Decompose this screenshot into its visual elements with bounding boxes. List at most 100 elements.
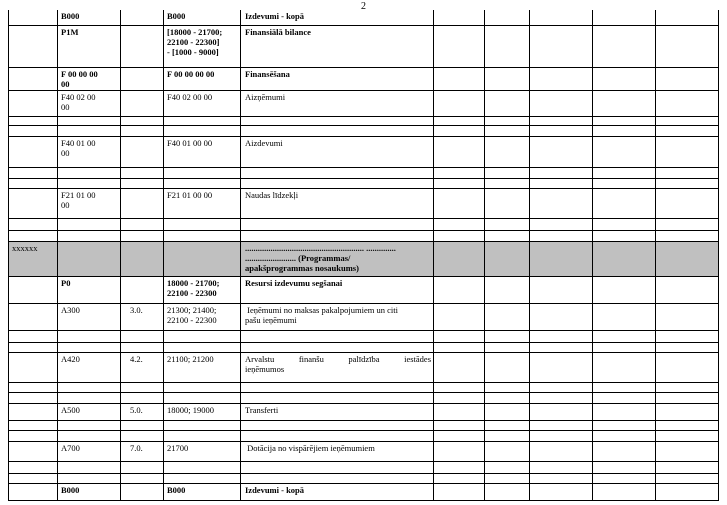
cell-r3-c0 [8, 66, 58, 91]
cell-r8-c3 [163, 166, 241, 179]
cell-r2-c5 [433, 24, 485, 68]
cell-r12-c9 [655, 229, 719, 242]
cell-r16-c2 [120, 329, 164, 343]
cell-r20-c8 [592, 391, 656, 404]
cell-r25-c2 [120, 460, 164, 474]
cell-r10-c4: Naudas līdzekļi [240, 187, 434, 219]
cell-r25-c0 [8, 460, 58, 474]
cell-r11-c9 [655, 217, 719, 231]
table-row [8, 329, 719, 343]
cell-r24-c0 [8, 440, 58, 462]
cell-r27-c0 [8, 482, 58, 501]
cell-r12-c5 [433, 229, 485, 242]
cell-r10-c2 [120, 187, 164, 219]
cell-r10-c3: F21 01 00 00 [163, 187, 241, 219]
cell-r23-c2 [120, 429, 164, 442]
cell-r22-c3 [163, 419, 241, 431]
cell-r8-c0 [8, 166, 58, 179]
cell-r8-c1 [57, 166, 121, 179]
cell-r17-c7 [529, 341, 593, 353]
cell-r6-c5 [433, 124, 485, 137]
cell-r9-c9 [655, 177, 719, 189]
cell-r25-c3 [163, 460, 241, 474]
cell-r14-c6 [484, 275, 530, 304]
cell-r23-c5 [433, 429, 485, 442]
cell-r5-c3 [163, 115, 241, 126]
cell-r22-c1 [57, 419, 121, 431]
cell-r1-c7 [529, 10, 593, 26]
cell-r2-c0 [8, 24, 58, 68]
cell-r20-c1 [57, 391, 121, 404]
cell-r27-c7 [529, 482, 593, 501]
cell-r6-c7 [529, 124, 593, 137]
table-row [8, 341, 719, 353]
table-row [8, 419, 719, 431]
cell-r16-c1 [57, 329, 121, 343]
cell-r23-c1 [57, 429, 121, 442]
cell-r3-c9 [655, 66, 719, 91]
cell-r11-c1 [57, 217, 121, 231]
cell-r11-c3 [163, 217, 241, 231]
cell-r22-c9 [655, 419, 719, 431]
cell-r15-c3: 21300; 21400; 22100 - 22300 [163, 302, 241, 331]
cell-r27-c2 [120, 482, 164, 501]
cell-r26-c3 [163, 472, 241, 484]
cell-r3-c6 [484, 66, 530, 91]
cell-r14-c5 [433, 275, 485, 304]
cell-r24-c8 [592, 440, 656, 462]
cell-r12-c0 [8, 229, 58, 242]
cell-r22-c5 [433, 419, 485, 431]
table-row: A420 4.2. 21100; 21200 Arvalstu finanšu pal… [8, 351, 719, 383]
cell-r4-c6 [484, 89, 530, 117]
cell-r24-c6 [484, 440, 530, 462]
cell-r19-c4 [240, 381, 434, 393]
cell-r26-c5 [433, 472, 485, 484]
cell-r17-c9 [655, 341, 719, 353]
cell-r23-c3 [163, 429, 241, 442]
table-row: xxxxxx..................................… [8, 240, 719, 277]
table-row [8, 229, 719, 242]
cell-r26-c2 [120, 472, 164, 484]
table-row [8, 429, 719, 442]
cell-r23-c7 [529, 429, 593, 442]
cell-r8-c2 [120, 166, 164, 179]
cell-r19-c3 [163, 381, 241, 393]
cell-r5-c6 [484, 115, 530, 126]
cell-r21-c5 [433, 402, 485, 421]
cell-r18-c2: 4.2. [120, 351, 164, 383]
cell-r6-c2 [120, 124, 164, 137]
cell-r25-c5 [433, 460, 485, 474]
cell-r25-c8 [592, 460, 656, 474]
cell-r2-c4: Finansiālā bilance [240, 24, 434, 68]
cell-r3-c5 [433, 66, 485, 91]
table-row: B000 B000 Izdevumi - kopā [8, 482, 719, 501]
cell-r22-c4 [240, 419, 434, 431]
cell-r26-c4 [240, 472, 434, 484]
cell-r13-c3 [163, 240, 241, 277]
cell-r24-c5 [433, 440, 485, 462]
cell-r1-c3: B000 [163, 10, 241, 26]
cell-r16-c4 [240, 329, 434, 343]
cell-r13-c5 [433, 240, 485, 277]
cell-r7-c0 [8, 135, 58, 168]
cell-r27-c9 [655, 482, 719, 501]
cell-r4-c0 [8, 89, 58, 117]
cell-r19-c5 [433, 381, 485, 393]
cell-r17-c8 [592, 341, 656, 353]
cell-r13-c9 [655, 240, 719, 277]
cell-r25-c6 [484, 460, 530, 474]
cell-r14-c2 [120, 275, 164, 304]
cell-r10-c7 [529, 187, 593, 219]
cell-r9-c7 [529, 177, 593, 189]
cell-r6-c9 [655, 124, 719, 137]
cell-r9-c5 [433, 177, 485, 189]
cell-r3-c4: Finansēšana [240, 66, 434, 91]
cell-r4-c1: F40 02 00 00 [57, 89, 121, 117]
page-number: 2 [361, 1, 366, 12]
cell-r12-c2 [120, 229, 164, 242]
table-row: F21 01 00 00 F21 01 00 00 Naudas līdzekļi [8, 187, 719, 219]
cell-r5-c7 [529, 115, 593, 126]
cell-r11-c7 [529, 217, 593, 231]
cell-r9-c4 [240, 177, 434, 189]
table-row [8, 124, 719, 137]
